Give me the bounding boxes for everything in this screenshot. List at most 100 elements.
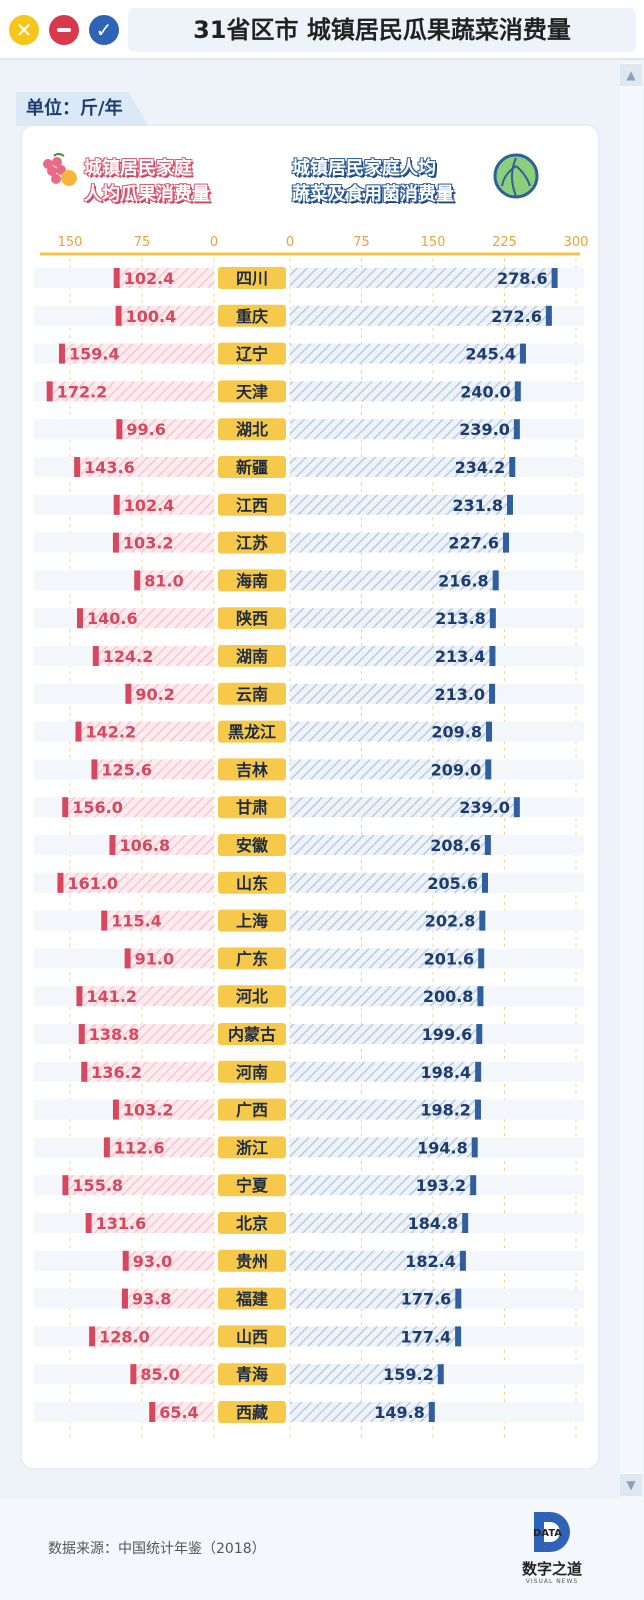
category-label: 河北: [236, 987, 268, 1006]
source-note: 数据来源：中国统计年鉴（2018）: [48, 1541, 266, 1557]
category-label: 四川: [236, 269, 268, 288]
category-label-bg: [218, 304, 286, 327]
veg-bar-cap: [492, 570, 499, 591]
butterfly-chart: 150 75 0 0 75 150 225 300 102.4 278.6 四川 100.4 272.6…: [34, 235, 588, 1440]
fruit-value-label: 103.2: [123, 1101, 174, 1120]
fruit-bar: [83, 1061, 214, 1082]
category-label-bg: [218, 493, 286, 516]
scroll-down-icon[interactable]: ▼: [620, 1474, 642, 1496]
category-label: 浙江: [236, 1138, 268, 1157]
veg-bar: [290, 1175, 475, 1196]
category-label: 内蒙古: [228, 1025, 276, 1044]
veg-value-label: 213.0: [434, 685, 485, 704]
veg-bar: [290, 759, 490, 780]
category-label-bg: [218, 1249, 286, 1272]
scroll-up-icon[interactable]: ▲: [620, 64, 642, 86]
veg-value-label: 184.8: [408, 1214, 459, 1233]
category-label: 云南: [236, 685, 268, 704]
fruit-value-label: 141.2: [86, 987, 137, 1006]
category-label-bg: [218, 1287, 286, 1310]
veg-bar: [290, 1213, 467, 1233]
veg-bar-cap: [551, 268, 558, 288]
fruit-bar: [80, 1024, 214, 1044]
category-label: 广东: [236, 949, 268, 968]
fruit-bar-cap: [116, 419, 123, 440]
fruit-bar: [132, 1364, 214, 1385]
veg-bar-cap: [459, 1250, 466, 1271]
category-label-bg: [218, 1363, 286, 1386]
veg-value-label: 149.8: [374, 1403, 425, 1422]
fruit-bar-cap: [74, 457, 81, 477]
fruit-bar-cap: [113, 268, 120, 288]
fruit-value-label: 91.0: [135, 949, 174, 968]
veg-value-label: 234.2: [455, 458, 506, 477]
fruit-bar-cap: [62, 1175, 69, 1196]
category-label-bg: [218, 456, 286, 478]
veg-bar: [290, 1137, 476, 1158]
fruit-bar: [118, 419, 214, 440]
category-label: 安徽: [236, 836, 269, 855]
category-label: 陕西: [236, 609, 268, 628]
category-label-bg: [218, 985, 286, 1008]
category-label-bg: [218, 607, 286, 630]
fruit-value-label: 155.8: [72, 1176, 123, 1195]
category-label-bg: [218, 380, 286, 403]
veg-bar-cap: [489, 608, 496, 629]
category-label: 海南: [236, 571, 268, 590]
fruit-bar-cap: [113, 494, 120, 515]
category-label: 山西: [236, 1327, 268, 1346]
fruit-bar-cap: [101, 910, 108, 931]
fruit-bar-cap: [75, 721, 82, 742]
category-label: 新疆: [236, 458, 268, 477]
fruit-bar-cap: [92, 646, 99, 666]
fruit-value-label: 100.4: [126, 307, 177, 326]
fruit-bar-cap: [122, 1250, 129, 1271]
category-label: 江西: [236, 496, 268, 515]
veg-bar: [290, 1288, 460, 1309]
minus-icon[interactable]: [49, 15, 79, 45]
legend-vegetable: 城镇居民家庭人均 蔬菜及食用菌消费量: [292, 156, 454, 208]
fruit-value-label: 124.2: [103, 647, 154, 666]
veg-value-label: 159.2: [383, 1365, 434, 1384]
fruit-value-label: 112.6: [114, 1138, 165, 1157]
fruit-bar-cap: [115, 305, 122, 326]
fruit-bar: [60, 343, 215, 364]
fruit-bar-cap: [112, 1099, 119, 1120]
veg-value-label: 194.8: [417, 1138, 468, 1157]
veg-bar-cap: [484, 835, 491, 855]
category-label-bg: [218, 1401, 286, 1423]
fruit-value-label: 172.2: [57, 382, 108, 401]
category-label-bg: [218, 909, 286, 932]
fruit-value-label: 128.0: [99, 1327, 150, 1346]
fruit-value-label: 93.8: [132, 1290, 171, 1309]
veg-bar-cap: [475, 1061, 482, 1082]
fruit-bar-cap: [91, 759, 98, 780]
veg-value-label: 272.6: [491, 307, 542, 326]
veg-bar: [290, 419, 518, 440]
veg-value-label: 245.4: [465, 345, 516, 364]
close-icon[interactable]: ✕: [9, 15, 39, 45]
veg-bar-cap: [476, 1024, 483, 1044]
legend-fruit: 城镇居民家庭 人均瓜果消费量: [84, 156, 210, 208]
category-label-bg: [218, 1060, 286, 1083]
scrollbar[interactable]: [620, 62, 642, 1498]
fruit-bar: [103, 910, 214, 931]
logo-sub: VISUAL NEWS: [525, 1578, 579, 1585]
veg-value-label: 208.6: [430, 836, 481, 855]
veg-bar: [290, 835, 489, 855]
veg-bar: [290, 608, 494, 629]
check-icon[interactable]: ✓: [89, 15, 119, 45]
fruit-bar-cap: [85, 1213, 92, 1233]
veg-bar-cap: [455, 1326, 462, 1347]
veg-bar: [290, 1099, 479, 1120]
category-label-bg: [218, 1212, 286, 1234]
veg-bar: [290, 646, 494, 666]
unit-label: 单位：斤/年: [16, 92, 149, 126]
category-label: 西藏: [236, 1403, 268, 1422]
veg-value-label: 193.2: [416, 1176, 467, 1195]
category-label: 福建: [235, 1290, 268, 1309]
veg-bar-cap: [514, 381, 521, 402]
veg-bar: [290, 1326, 460, 1347]
fruit-value-label: 159.4: [69, 345, 120, 364]
veg-bar-cap: [485, 759, 492, 780]
